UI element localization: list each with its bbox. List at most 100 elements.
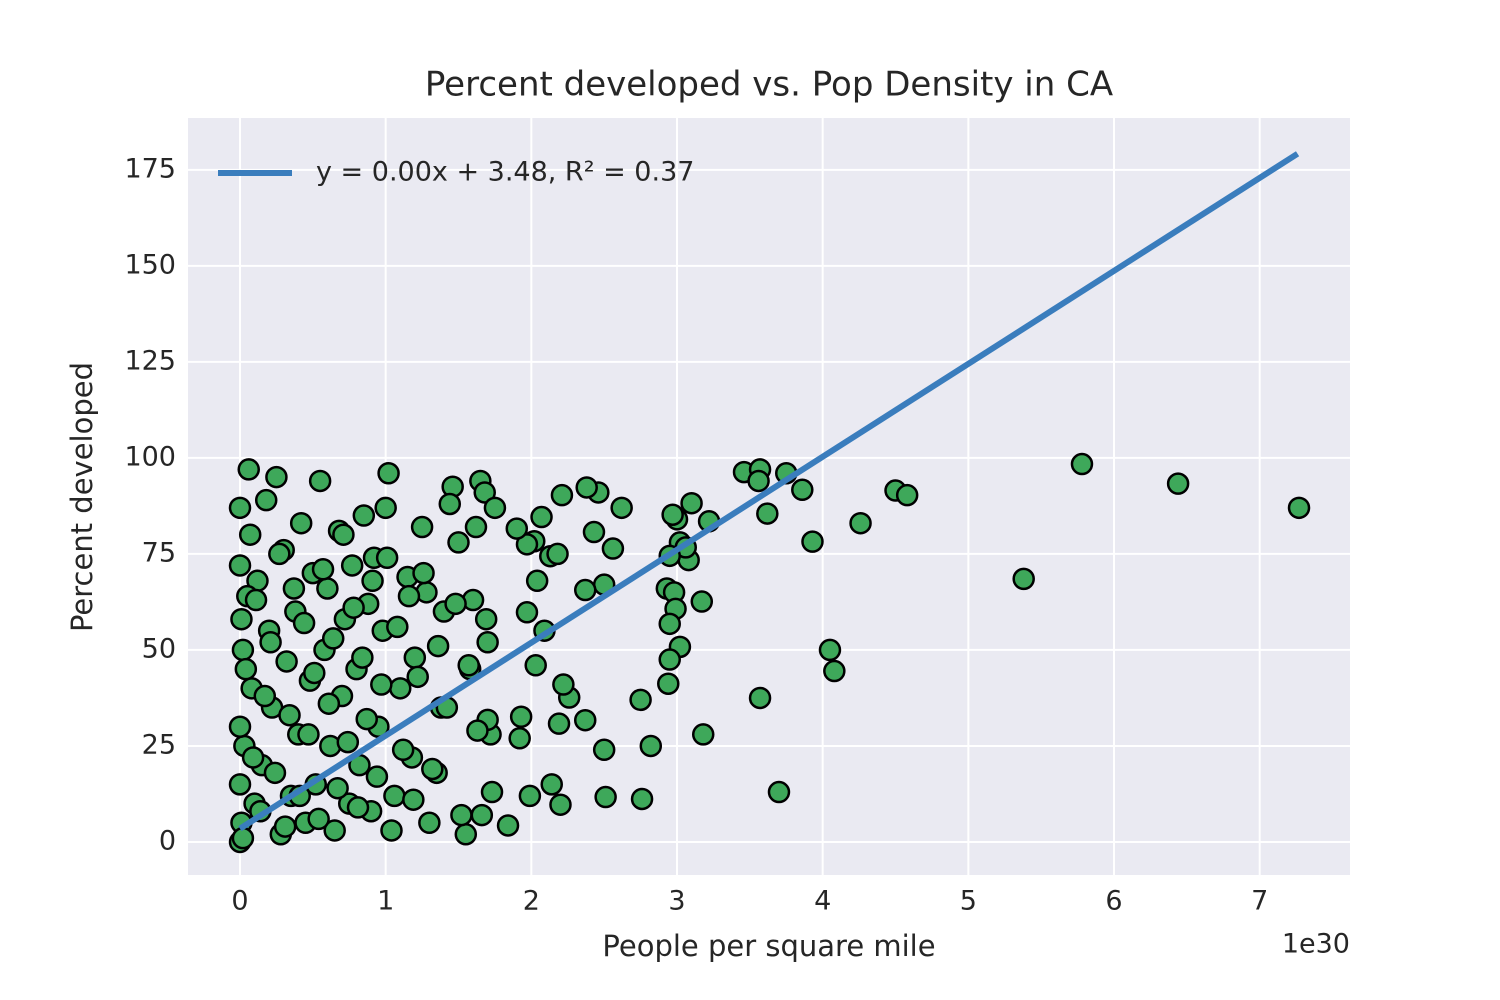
point [311,558,335,581]
point [336,730,360,754]
y-tick-label: 150 [124,249,176,280]
point [496,814,520,837]
point [278,703,301,727]
point [351,646,374,669]
point [483,496,507,520]
point [767,780,791,804]
x-offset-label: 1e30 [1282,929,1350,960]
point [412,561,435,585]
point [326,776,349,800]
point [895,483,919,507]
point [361,569,384,593]
point [380,819,403,842]
point [323,819,346,842]
point [303,661,326,685]
point [391,738,415,762]
point [791,478,814,502]
point [346,796,370,819]
point [823,659,846,683]
point [383,784,406,808]
point [316,577,339,600]
point [547,712,571,735]
point [1070,452,1094,476]
point [244,588,268,612]
point [259,631,282,654]
point [241,746,265,769]
point [629,688,652,712]
point [476,631,499,654]
y-tick-label: 25 [142,729,176,760]
x-axis-label: People per square mile [602,929,935,963]
point [639,734,663,758]
point [342,596,365,619]
y-tick-label: 50 [142,633,176,664]
point [237,458,260,481]
x-tick-label: 0 [231,886,248,917]
point [748,686,772,710]
legend: y = 0.00x + 3.48, R² = 0.37 [218,157,694,188]
point [515,533,539,556]
point [370,673,393,696]
point [375,546,399,570]
point [228,773,252,796]
x-tick-label: 5 [960,886,977,917]
point [273,815,297,838]
point [601,537,625,560]
point [450,803,473,827]
point [466,719,489,742]
point [661,503,684,526]
point [307,807,330,831]
marks [228,151,1311,854]
point [630,787,654,811]
point [421,757,444,781]
legend-label: y = 0.00x + 3.48, R² = 0.37 [316,157,694,188]
point [546,542,569,566]
point [524,654,547,677]
point [582,520,606,544]
point [410,515,434,539]
point [454,823,478,846]
point [550,483,574,507]
point [573,578,597,602]
point [275,650,298,673]
point [228,715,252,738]
point [406,665,429,689]
point [292,611,316,635]
chart-title: Percent developed vs. Pop Density in CA [425,65,1113,105]
point [263,761,287,785]
point [530,505,553,529]
point [234,657,258,681]
point [549,793,572,816]
point [365,765,389,788]
point [402,788,425,811]
point [268,542,291,566]
y-tick-label: 0 [159,825,176,856]
point [317,692,341,715]
point [747,469,770,493]
point [1012,567,1035,591]
point [657,672,680,695]
y-tick-label: 100 [124,441,176,472]
point [289,511,313,535]
point [518,784,542,808]
x-tick-label: 1 [377,886,394,917]
point [297,723,320,746]
point [801,530,824,553]
point [594,785,617,809]
point [473,481,496,504]
point [1287,496,1311,520]
point [386,615,409,639]
point [457,654,480,677]
point [444,592,467,616]
point [509,705,533,729]
point [228,554,252,577]
point [374,496,397,520]
point [592,738,616,762]
point [228,496,252,520]
point [418,811,441,835]
point [756,502,779,525]
x-tick-label: 4 [814,886,831,917]
point [388,677,412,700]
point [474,607,498,631]
